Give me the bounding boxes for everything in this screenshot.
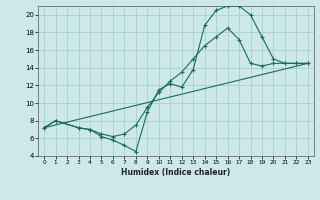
- X-axis label: Humidex (Indice chaleur): Humidex (Indice chaleur): [121, 168, 231, 177]
